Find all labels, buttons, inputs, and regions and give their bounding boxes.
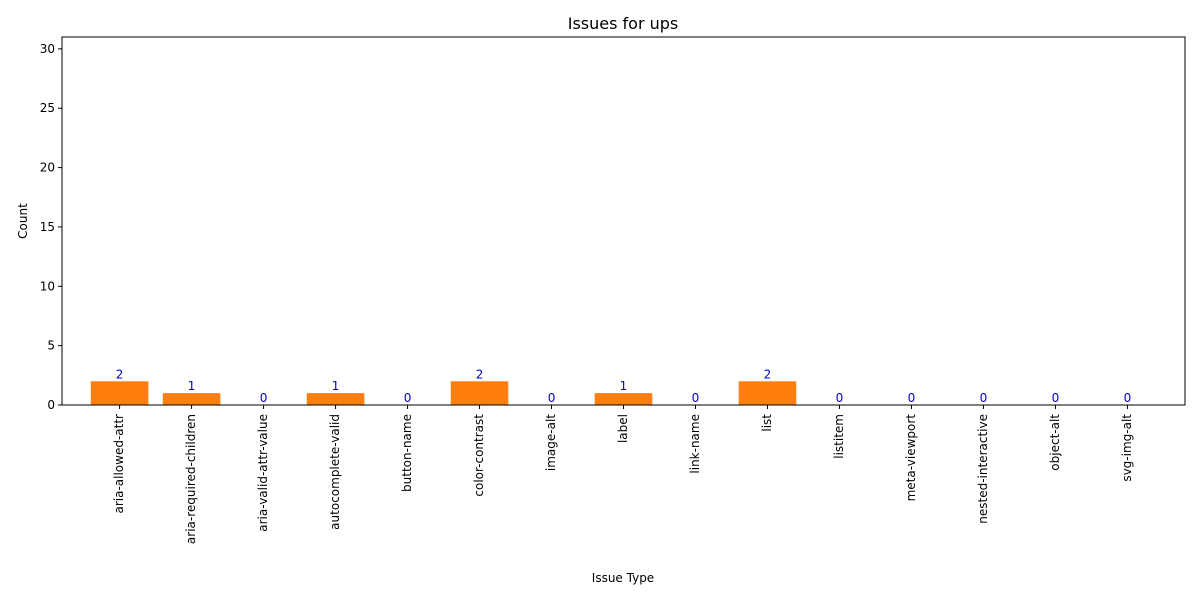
x-tick-label: listitem	[832, 414, 846, 459]
data-label: 0	[836, 391, 844, 405]
data-label: 1	[188, 379, 196, 393]
data-label: 0	[980, 391, 988, 405]
x-tick-label: aria-allowed-attr	[112, 414, 126, 514]
x-tick-label: label	[616, 414, 630, 443]
y-tick-label: 5	[47, 339, 55, 353]
x-tick-label: autocomplete-valid	[328, 414, 342, 530]
x-tick-label: button-name	[400, 414, 414, 492]
data-label: 0	[692, 391, 700, 405]
y-tick-label: 10	[40, 279, 55, 293]
x-tick-label: nested-interactive	[976, 414, 990, 524]
data-label: 1	[620, 379, 628, 393]
bar	[738, 381, 797, 405]
x-axis-label: Issue Type	[592, 571, 654, 585]
bar	[90, 381, 149, 405]
data-label: 2	[116, 367, 124, 381]
x-tick-label: image-alt	[544, 414, 558, 471]
plot-frame	[61, 36, 1186, 406]
y-tick-label: 0	[47, 398, 55, 412]
data-label: 1	[332, 379, 340, 393]
bar	[306, 393, 365, 405]
data-label: 0	[260, 391, 268, 405]
bar	[450, 381, 509, 405]
x-tick-label: color-contrast	[472, 414, 486, 497]
chart-title: Issues for ups	[568, 14, 679, 33]
y-axis-label: Count	[16, 203, 30, 239]
data-label: 0	[404, 391, 412, 405]
x-tick-label: aria-valid-attr-value	[256, 414, 270, 532]
data-label: 0	[908, 391, 916, 405]
bar	[162, 393, 221, 405]
bar	[594, 393, 653, 405]
x-tick-label: meta-viewport	[904, 414, 918, 502]
data-label: 0	[1124, 391, 1132, 405]
x-tick-label: link-name	[688, 414, 702, 474]
y-tick-label: 25	[40, 101, 55, 115]
data-label: 0	[548, 391, 556, 405]
y-tick-label: 20	[40, 161, 55, 175]
data-label: 2	[764, 367, 772, 381]
data-label: 2	[476, 367, 484, 381]
x-tick-label: object-alt	[1048, 414, 1062, 471]
x-tick-label: svg-img-alt	[1120, 414, 1134, 482]
y-tick-label: 15	[40, 220, 55, 234]
x-tick-label: list	[760, 414, 774, 432]
data-label: 0	[1052, 391, 1060, 405]
x-tick-label: aria-required-children	[184, 414, 198, 544]
y-tick-label: 30	[40, 42, 55, 56]
